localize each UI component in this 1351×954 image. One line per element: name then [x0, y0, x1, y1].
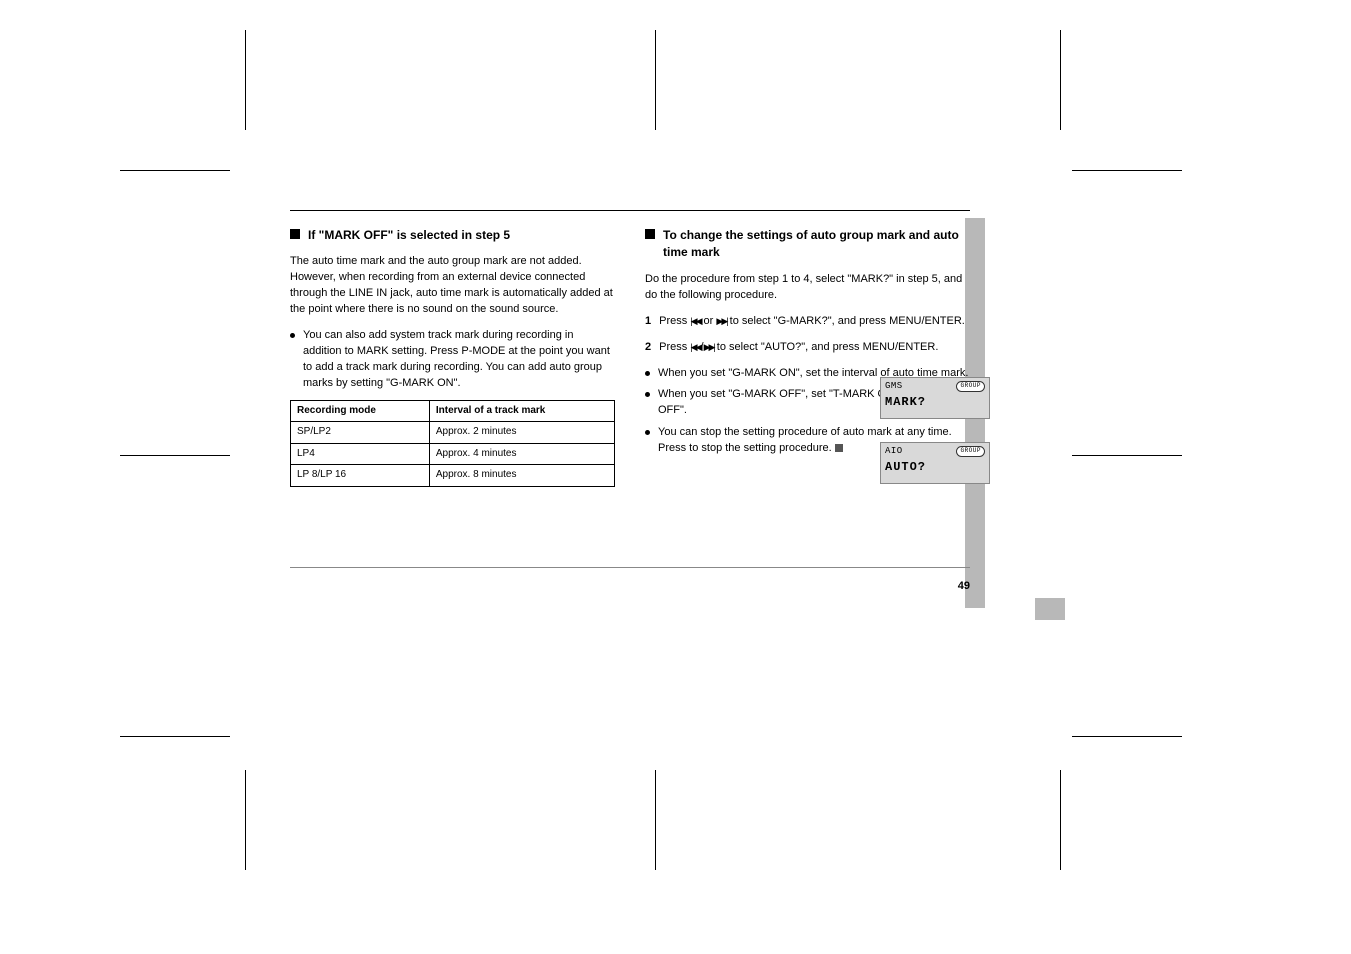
bottom-rule: [290, 567, 970, 568]
manual-page: If "MARK OFF" is selected in step 5 The …: [290, 210, 970, 568]
crop-mark: [1060, 30, 1061, 130]
crop-mark: [245, 30, 246, 130]
left-bullet-text: You can also add system track mark durin…: [303, 328, 615, 392]
two-column-layout: If "MARK OFF" is selected in step 5 The …: [290, 227, 970, 487]
crop-mark: [1072, 170, 1182, 171]
lcd-display-2: AIO GROUP AUTO?: [880, 442, 990, 484]
stop-icon: [835, 444, 843, 452]
bullet-dot-icon: [290, 333, 295, 338]
left-heading-text: If "MARK OFF" is selected in step 5: [308, 227, 510, 244]
step2-c: to select "AUTO?", and press MENU/ENTER.: [714, 341, 939, 353]
right-column: To change the settings of auto group mar…: [645, 227, 970, 487]
skip-prev-icon: |◀◀: [690, 316, 700, 326]
right-paragraph: Do the procedure from step 1 to 4, selec…: [645, 272, 970, 304]
table-cell: Approx. 4 minutes: [429, 443, 614, 465]
skip-prev-icon: |◀◀: [690, 342, 700, 352]
group-badge: GROUP: [956, 381, 985, 392]
left-heading: If "MARK OFF" is selected in step 5: [290, 227, 615, 244]
table-cell: SP/LP2: [291, 422, 430, 444]
group-badge: GROUP: [956, 446, 985, 457]
page-number: 49: [958, 580, 970, 592]
square-bullet-icon: [290, 229, 300, 239]
crop-mark: [1060, 770, 1061, 870]
step-number: 2: [645, 340, 651, 356]
table-cell: LP4: [291, 443, 430, 465]
top-rule: [290, 210, 970, 211]
step-text: Press |◀◀ or ▶▶| to select "G-MARK?", an…: [659, 314, 970, 330]
left-column: If "MARK OFF" is selected in step 5 The …: [290, 227, 615, 487]
lcd-top-row: GMS GROUP: [885, 380, 985, 393]
lcd-top-row: AIO GROUP: [885, 445, 985, 458]
crop-mark: [120, 455, 230, 456]
side-tab-small: [1035, 598, 1065, 620]
crop-mark: [655, 30, 656, 130]
crop-mark: [120, 170, 230, 171]
bullet-dot-icon: [645, 371, 650, 376]
step1-b: or: [701, 315, 717, 327]
table-header-2: Interval of a track mark: [429, 400, 614, 422]
square-bullet-icon: [645, 229, 655, 239]
table-header-row: Recording mode Interval of a track mark: [291, 400, 615, 422]
crop-mark: [245, 770, 246, 870]
bullet-dot-icon: [645, 430, 650, 435]
step2-a: Press: [659, 341, 690, 353]
lcd-top-text: AIO: [885, 445, 903, 458]
table-cell: LP 8/LP 16: [291, 465, 430, 487]
step-2: 2 Press |◀◀/▶▶| to select "AUTO?", and p…: [645, 340, 970, 356]
lcd-top-text: GMS: [885, 380, 903, 393]
table-cell: Approx. 8 minutes: [429, 465, 614, 487]
right-heading: To change the settings of auto group mar…: [645, 227, 970, 262]
step-1: 1 Press |◀◀ or ▶▶| to select "G-MARK?", …: [645, 314, 970, 330]
step-text: Press |◀◀/▶▶| to select "AUTO?", and pre…: [659, 340, 970, 356]
step-number: 1: [645, 314, 651, 330]
lcd-display-1: GMS GROUP MARK?: [880, 377, 990, 419]
lcd-main-text: MARK?: [885, 394, 985, 411]
table-header-1: Recording mode: [291, 400, 430, 422]
table-cell: Approx. 2 minutes: [429, 422, 614, 444]
crop-mark: [120, 736, 230, 737]
skip-next-icon: ▶▶|: [704, 342, 714, 352]
table-row: LP 8/LP 16 Approx. 8 minutes: [291, 465, 615, 487]
bullet-dot-icon: [645, 392, 650, 397]
left-paragraph: The auto time mark and the auto group ma…: [290, 254, 615, 318]
right-heading-text: To change the settings of auto group mar…: [663, 227, 970, 262]
crop-mark: [1072, 455, 1182, 456]
crop-mark: [1072, 736, 1182, 737]
skip-next-icon: ▶▶|: [716, 316, 726, 326]
lcd-main-text: AUTO?: [885, 459, 985, 476]
crop-mark: [655, 770, 656, 870]
step1-c: to select "G-MARK?", and press MENU/ENTE…: [727, 315, 965, 327]
left-bullet: You can also add system track mark durin…: [290, 328, 615, 392]
recording-mode-table: Recording mode Interval of a track mark …: [290, 400, 615, 487]
table-row: LP4 Approx. 4 minutes: [291, 443, 615, 465]
step1-a: Press: [659, 315, 690, 327]
table-row: SP/LP2 Approx. 2 minutes: [291, 422, 615, 444]
